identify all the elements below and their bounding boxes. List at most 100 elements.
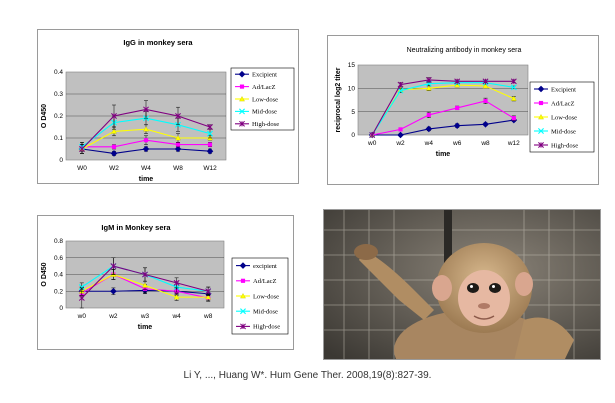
nab-data-point — [397, 81, 404, 88]
igg-legend-marker — [239, 84, 245, 89]
nab-legend-marker — [538, 100, 544, 106]
nab-data-point — [426, 112, 431, 118]
igg-data-point — [175, 142, 181, 147]
nab-data-point — [425, 125, 433, 133]
monkey-photo — [323, 209, 601, 360]
igm-y-tick-label: 0.4 — [54, 272, 63, 279]
nab-x-tick-label: w8 — [480, 140, 490, 147]
nab-legend-label: Low-dose — [551, 114, 577, 121]
igg-y-tick-label: 0 — [59, 157, 63, 164]
igg-data-point — [79, 146, 85, 152]
nab-legend-label: Ad/LacZ — [551, 100, 574, 107]
igg-legend-marker — [239, 96, 245, 102]
nab-data-point — [510, 78, 517, 85]
igg-legend-marker — [239, 120, 245, 127]
nab-series-4 — [369, 76, 517, 138]
nab-data-point — [483, 98, 488, 104]
nab-y-tick-label: 0 — [351, 132, 355, 139]
igg-y-tick-label: 0.1 — [54, 135, 63, 142]
igm-legend: excipient Ad/LacZ Low-dose Mid-dose High-dos… — [231, 257, 289, 335]
igg-x-tick-label: W12 — [203, 165, 217, 172]
nab-legend-label: Mid-dose — [551, 128, 576, 135]
igm-x-tick-label: w3 — [140, 313, 150, 320]
nab-legend: Excipient Ad/LacZ Low-dose Mid-dose High-dos… — [529, 81, 595, 153]
igm-data-point — [205, 294, 212, 300]
igg-chart: IgG in monkey sera 0 0.1 0.2 0.3 0.4 W0 W2 W4 W8 W… — [41, 38, 295, 183]
nab-legend-marker — [538, 114, 544, 120]
igg-series-1 — [79, 135, 213, 152]
igg-x-tick-label: W2 — [109, 165, 119, 172]
neutralizing-antibody-chart: Neutralizing antibody in monkey sera 0 5 10… — [335, 47, 595, 158]
nab-x-tick-label: w4 — [424, 140, 434, 147]
igg-y-tick-label: 0.3 — [54, 91, 63, 98]
nab-series-line — [371, 79, 514, 136]
igg-y-tick-label: 0.2 — [54, 113, 63, 120]
nab-data-point — [397, 131, 404, 139]
nab-chart-title: Neutralizing antibody in monkey sera — [407, 47, 522, 54]
igm-data-point — [78, 284, 85, 291]
igg-data-point — [207, 124, 213, 130]
nab-y-tick-label: 10 — [348, 86, 356, 93]
igm-chart-panel: IgM in Monkey sera 0 0.2 0.4 0.6 0.8 w0 w2 w3 w4 w… — [37, 215, 294, 350]
nab-data-point — [511, 116, 516, 121]
igm-legend-marker — [240, 293, 246, 299]
igm-legend-label: Mid-dose — [253, 309, 278, 316]
igm-legend-label: Ad/LacZ — [253, 278, 276, 285]
nab-plot-area — [357, 64, 529, 136]
igm-x-tick-label: w4 — [171, 313, 181, 320]
igg-legend: Excipient Ad/LacZ Low-dose Mid-dose High-dos… — [230, 67, 295, 131]
nab-legend-marker — [537, 85, 545, 93]
nab-legend-label: Excipient — [551, 86, 576, 93]
nab-x-axis-label: time — [436, 151, 451, 158]
nab-data-point — [425, 76, 432, 83]
nab-x-tick-label: w6 — [452, 140, 462, 147]
nab-data-point — [454, 78, 461, 85]
igm-chart-title: IgM in Monkey sera — [101, 223, 171, 232]
igg-data-point — [110, 150, 118, 157]
igg-data-point — [143, 106, 149, 113]
igm-data-point — [205, 288, 212, 295]
igg-data-point — [175, 135, 181, 141]
igg-x-tick-label: W4 — [141, 165, 151, 172]
igm-x-tick-label: w2 — [108, 313, 118, 320]
igg-x-tick-label: W0 — [77, 165, 87, 172]
igg-chart-title: IgG in monkey sera — [123, 38, 193, 47]
igm-y-tick-label: 0 — [59, 305, 63, 312]
igg-legend-label: Ad/LacZ — [252, 84, 275, 91]
igm-data-point — [78, 294, 85, 301]
igg-data-point — [175, 113, 181, 119]
igm-series-4 — [78, 257, 212, 309]
igg-data-point — [143, 138, 149, 143]
igm-x-axis-label: time — [138, 324, 153, 331]
igm-legend-marker — [240, 323, 246, 330]
igg-chart-panel: IgG in monkey sera 0 0.1 0.2 0.3 0.4 W0 W2 W4 W8 W… — [37, 29, 299, 184]
igm-legend-label: excipient — [253, 263, 277, 270]
nab-legend-marker — [538, 128, 544, 134]
neutralizing-antibody-chart-panel: Neutralizing antibody in monkey sera 0 5 10… — [327, 35, 599, 185]
nab-data-point — [369, 132, 376, 138]
igm-data-point — [173, 294, 180, 300]
nab-data-point — [425, 85, 432, 91]
igg-legend-label: Excipient — [252, 72, 277, 79]
igm-legend-marker — [239, 262, 247, 269]
igm-data-point — [110, 263, 117, 270]
igg-legend-label: Low-dose — [252, 96, 278, 103]
igm-legend-label: Low-dose — [253, 293, 279, 300]
igg-legend-label: Mid-dose — [252, 109, 277, 116]
igg-x-axis-label: time — [139, 176, 154, 183]
nab-series-line — [372, 100, 515, 136]
igm-y-tick-label: 0.8 — [54, 238, 63, 245]
nab-x-tick-label: w12 — [507, 140, 520, 147]
nab-data-point — [482, 78, 489, 85]
igg-data-point — [174, 145, 182, 153]
igg-y-tick-label: 0.4 — [54, 69, 63, 76]
igm-data-point — [173, 279, 180, 286]
igg-data-point — [111, 128, 117, 134]
igg-data-point — [143, 126, 149, 132]
nab-data-point — [482, 120, 489, 128]
nab-data-point — [510, 95, 517, 101]
monkey-illustration — [324, 210, 600, 359]
igm-y-tick-label: 0.6 — [54, 255, 63, 262]
igm-legend-marker — [240, 278, 246, 283]
nab-y-tick-label: 5 — [351, 109, 355, 116]
